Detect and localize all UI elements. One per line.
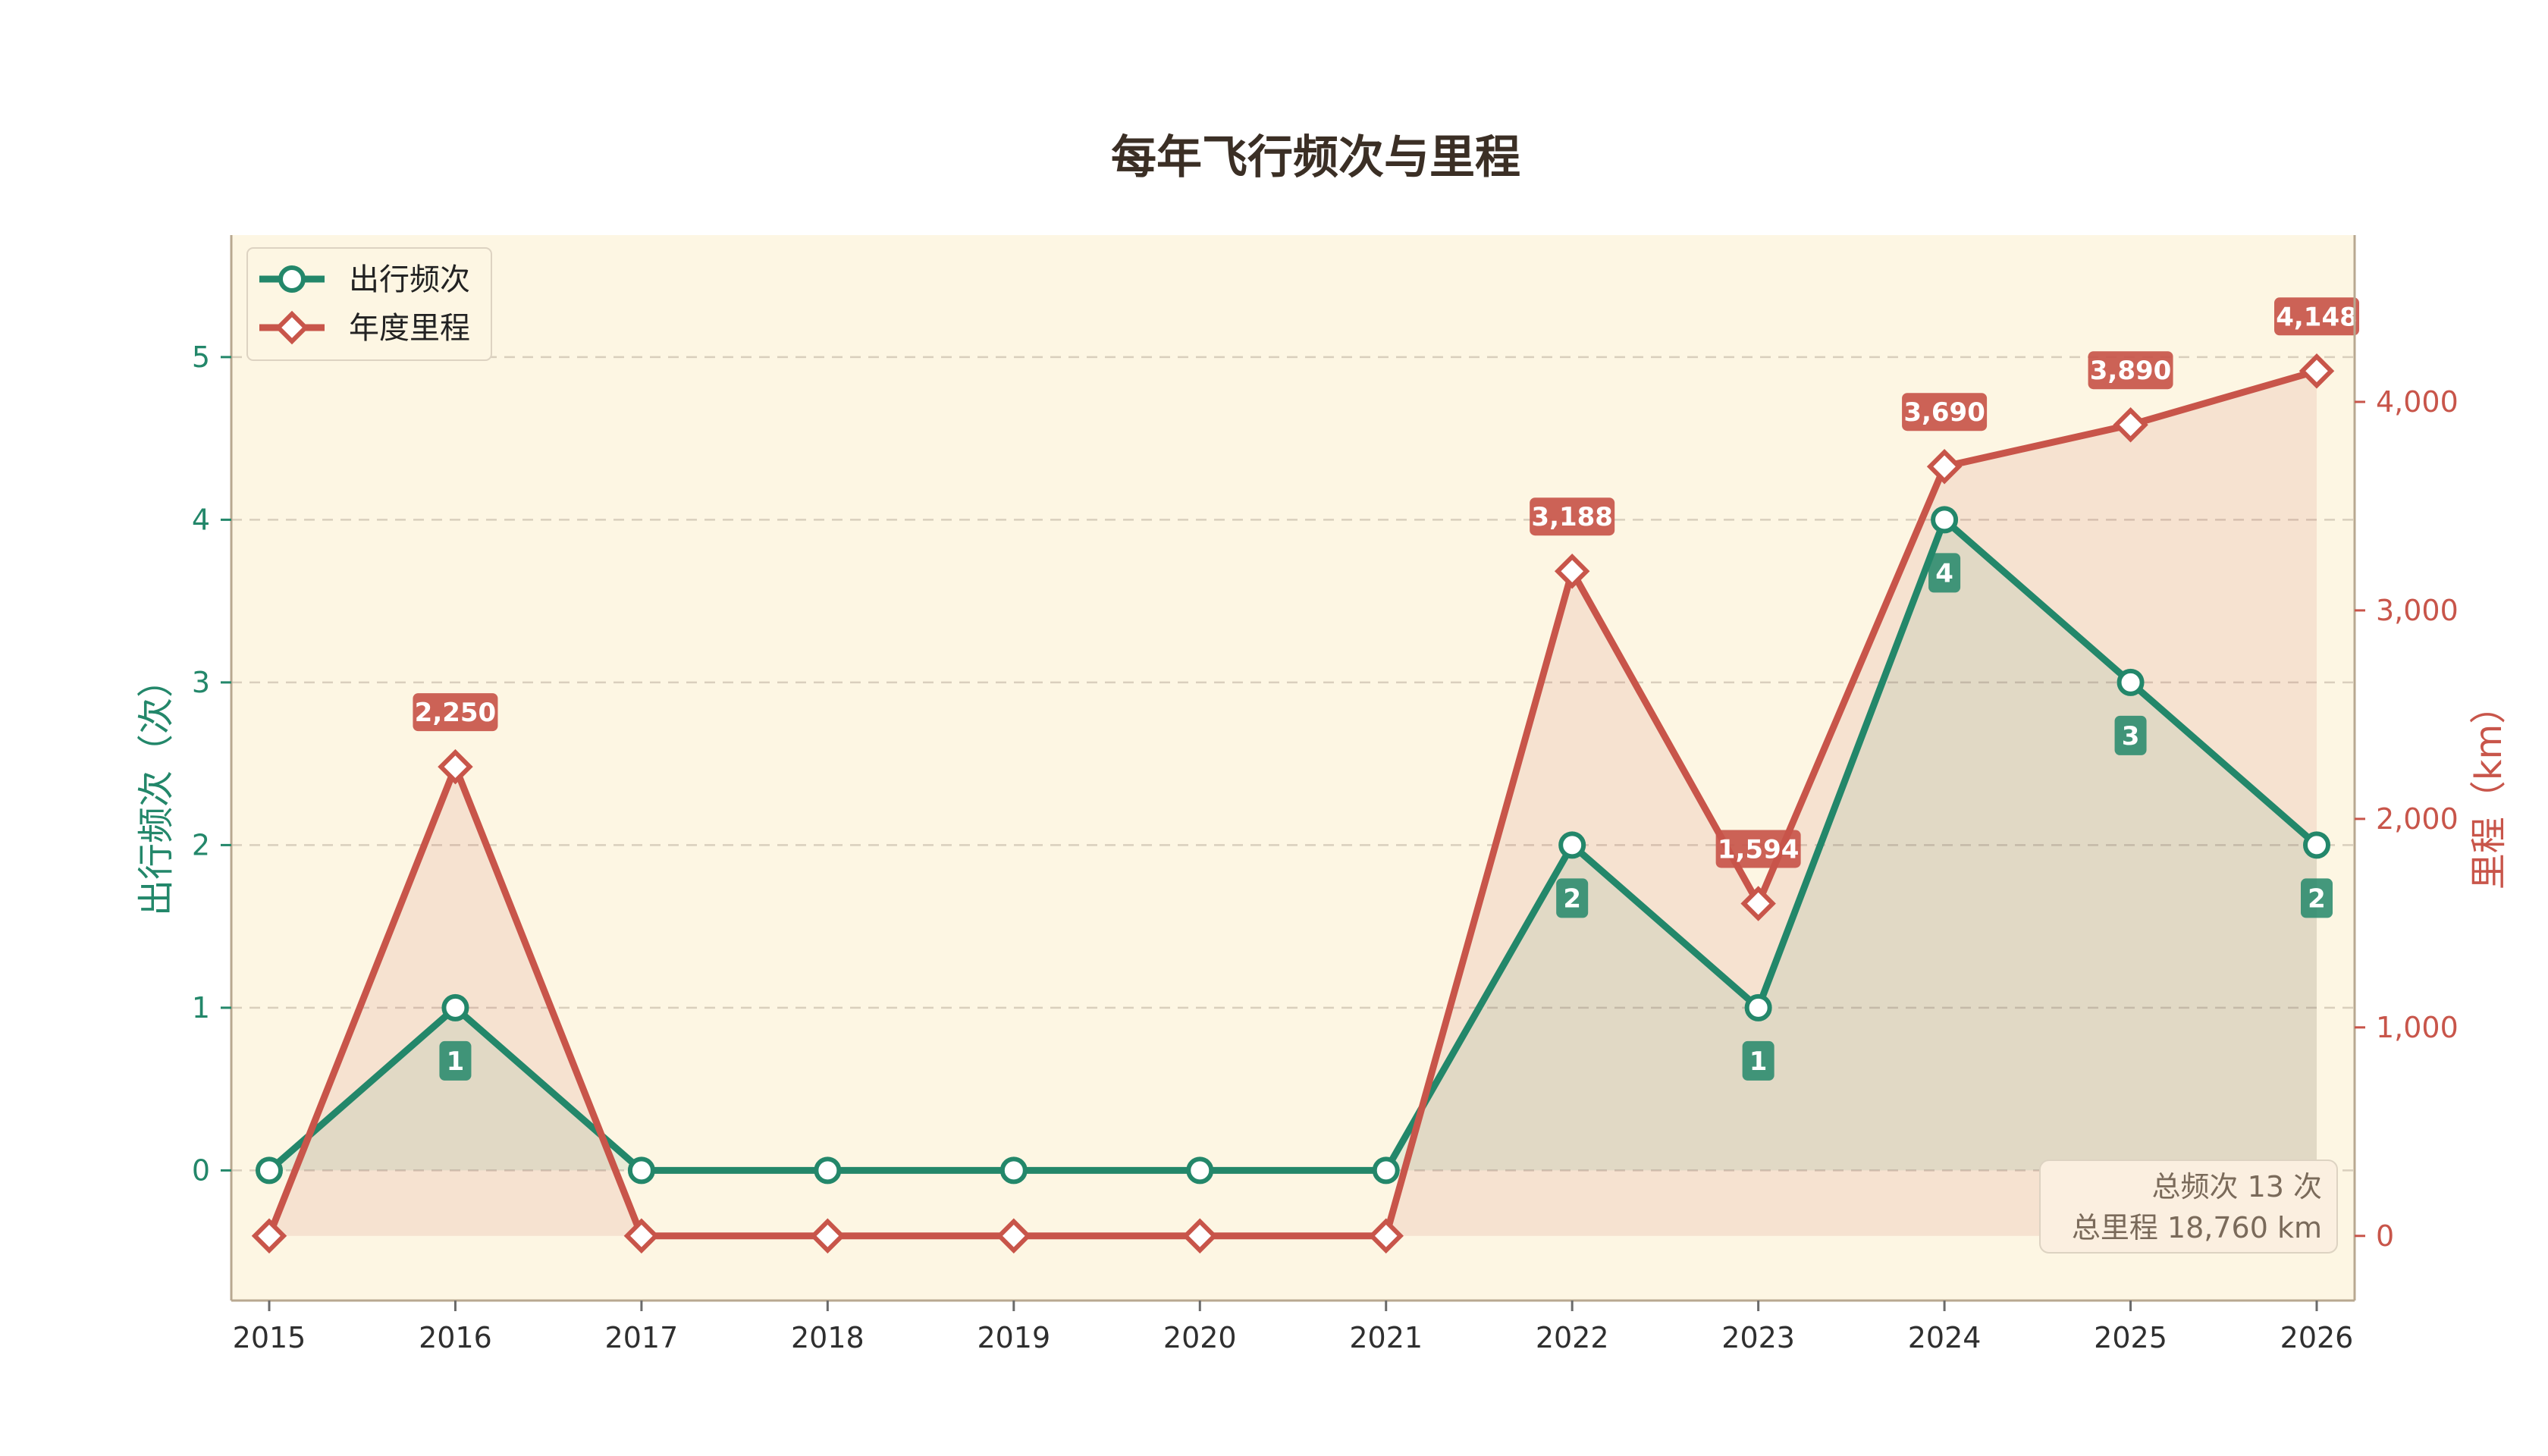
frequency-area — [269, 519, 2317, 1171]
frequency-label-bg — [1742, 1040, 1774, 1081]
frequency-point — [999, 1156, 1028, 1185]
summary-background — [2039, 1159, 2338, 1254]
frequency-label-bg — [2114, 715, 2147, 755]
y-left-label: 出行频次（次） — [135, 661, 177, 916]
frequency-data-label: 4 — [1935, 558, 1953, 588]
x-tick-label: 2016 — [419, 1321, 492, 1354]
summary-total-mileage: 总里程 18,760 km — [2072, 1211, 2322, 1244]
right-tick-label: 0 — [2376, 1219, 2394, 1253]
mileage-point — [623, 1218, 660, 1254]
left-tick-label: 5 — [192, 340, 210, 374]
frequency-point — [2303, 831, 2330, 859]
mileage-point — [438, 748, 473, 785]
frequency-point — [2117, 668, 2145, 696]
x-tick-label: 2019 — [977, 1321, 1050, 1354]
mileage-label-bg — [1715, 830, 1801, 868]
mileage-data-label: 3,890 — [2090, 356, 2172, 386]
mileage-data-label: 3,188 — [1531, 502, 1613, 532]
y-right-label: 里程（km） — [2468, 688, 2510, 890]
legend-mileage-marker — [275, 310, 309, 345]
mileage-data-label: 3,690 — [1903, 397, 1985, 428]
mileage-line — [265, 367, 2318, 1240]
mileage-area — [269, 371, 2317, 1236]
left-tick-label: 1 — [192, 991, 210, 1025]
mileage-label-bg — [413, 693, 498, 732]
x-axis-ticks: 2015 2016 2017 2018 2019 2020 2021 2022 2023 2024… — [233, 1301, 2354, 1354]
frequency-data-label: 1 — [447, 1046, 465, 1077]
mileage-point — [1368, 1218, 1404, 1254]
frequency-label-bg — [439, 1040, 472, 1081]
mileage-point — [2299, 353, 2335, 389]
frequency-point — [441, 993, 469, 1021]
series-lines — [265, 367, 2319, 1240]
mileage-label-bg — [1902, 393, 1988, 431]
mileage-data-label: 1,594 — [1718, 834, 1800, 864]
x-tick-label: 2024 — [1908, 1321, 1982, 1354]
right-tick-label: 2,000 — [2376, 802, 2459, 836]
x-tick-label: 2017 — [605, 1321, 679, 1354]
series-markers — [251, 353, 2335, 1254]
mileage-point — [1926, 448, 1963, 485]
right-tick-label: 1,000 — [2376, 1011, 2459, 1044]
x-tick-label: 2022 — [1536, 1321, 1609, 1354]
frequency-point — [1186, 1156, 1214, 1185]
frequency-data-label: 2 — [1563, 883, 1581, 914]
x-tick-label: 2021 — [1349, 1321, 1423, 1354]
x-tick-label: 2020 — [1163, 1321, 1237, 1354]
frequency-point — [814, 1156, 842, 1185]
right-tick-label: 4,000 — [2376, 385, 2459, 419]
frequency-point — [1744, 993, 1772, 1021]
frequency-line — [267, 516, 2319, 1174]
frequency-data-label: 1 — [1749, 1046, 1768, 1077]
left-tick-label: 4 — [192, 503, 210, 536]
x-tick-label: 2015 — [233, 1321, 306, 1354]
frequency-label-bg — [2301, 878, 2333, 918]
frequency-point — [1372, 1156, 1400, 1185]
legend-freq-label: 出行频次 — [349, 262, 470, 297]
mileage-label-bg — [2274, 297, 2359, 336]
mileage-label-bg — [1530, 497, 1615, 536]
legend-freq-marker — [278, 265, 306, 293]
legend-mileage-label: 年度里程 — [349, 311, 470, 346]
mileage-point — [251, 1218, 287, 1254]
frequency-point — [1558, 831, 1586, 859]
right-axis-ticks: 0 1,000 2,000 3,000 4,000 — [2355, 385, 2459, 1253]
mileage-data-label: 2,250 — [415, 698, 497, 728]
mileage-point — [1182, 1218, 1218, 1254]
legend: 出行频次 年度里程 — [246, 247, 492, 361]
mileage-point — [1554, 553, 1590, 589]
right-tick-label: 3,000 — [2376, 594, 2459, 627]
mileage-point — [996, 1218, 1032, 1254]
left-tick-label: 0 — [192, 1153, 210, 1187]
chart-title: 每年飞行频次与里程 — [1111, 131, 1520, 184]
frequency-label-bg — [1928, 553, 1961, 593]
mileage-point — [2113, 406, 2148, 443]
x-tick-label: 2018 — [791, 1321, 864, 1354]
frequency-point — [627, 1156, 655, 1185]
summary-total-frequency: 总频次 13 次 — [2151, 1170, 2322, 1203]
frequency-point — [256, 1156, 283, 1185]
frequency-data-label: 3 — [2122, 721, 2140, 752]
mileage-point — [810, 1218, 846, 1254]
x-tick-label: 2025 — [2094, 1321, 2167, 1354]
left-axis-ticks: 0 1 2 3 4 5 — [192, 340, 231, 1187]
mileage-point — [1740, 886, 1776, 921]
frequency-label-bg — [1556, 878, 1589, 918]
left-tick-label: 2 — [192, 828, 210, 861]
summary-box: 总频次 13 次 总里程 18,760 km — [2039, 1159, 2338, 1254]
x-tick-label: 2023 — [1721, 1321, 1795, 1354]
frequency-data-label: 2 — [2308, 883, 2326, 914]
mileage-data-label: 4,148 — [2276, 302, 2358, 332]
frequency-point — [1931, 506, 1959, 534]
grid-lines — [231, 356, 2355, 1172]
data-labels: 1 2 1 4 3 2 2,250 3,188 1,594 3,690 3,890 4,148 — [413, 297, 2359, 1081]
mileage-label-bg — [2088, 351, 2173, 390]
x-tick-label: 2026 — [2280, 1321, 2354, 1354]
left-tick-label: 3 — [192, 666, 210, 699]
area-fills — [269, 371, 2317, 1236]
